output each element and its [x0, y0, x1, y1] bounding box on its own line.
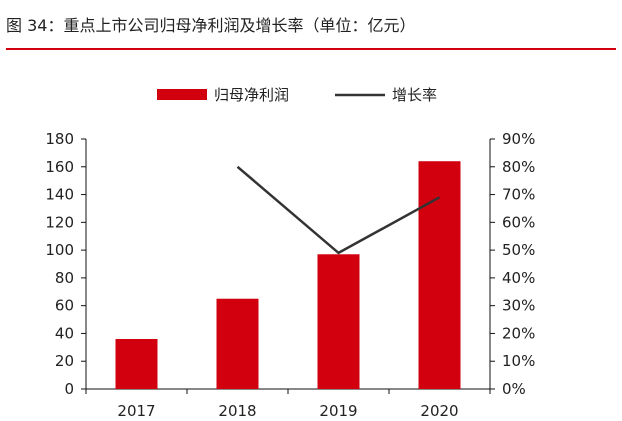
legend-bar-label: 归母净利润 [214, 86, 289, 104]
y-right-tick-label: 60% [502, 213, 535, 231]
y-left-tick-label: 160 [45, 158, 74, 176]
y-left-tick-label: 140 [45, 186, 74, 204]
y-right-tick-label: 10% [502, 352, 535, 370]
bar [317, 254, 360, 389]
y-left-tick-label: 40 [55, 324, 74, 342]
x-tick-label: 2019 [319, 402, 357, 420]
y-left-tick-label: 80 [55, 269, 74, 287]
y-right-tick-label: 40% [502, 269, 535, 287]
y-left-tick-label: 100 [45, 241, 74, 259]
y-left-tick-label: 120 [45, 213, 74, 231]
y-right-tick-label: 70% [502, 186, 535, 204]
y-left-tick-label: 20 [55, 352, 74, 370]
y-right-tick-label: 80% [502, 158, 535, 176]
y-right-tick-label: 20% [502, 324, 535, 342]
y-right-tick-label: 90% [502, 130, 535, 148]
bar [115, 339, 158, 389]
y-left-tick-label: 180 [45, 130, 74, 148]
growth-rate-line [236, 165, 441, 255]
chart-title: 图 34：重点上市公司归母净利润及增长率（单位：亿元） [6, 16, 416, 35]
y-right-tick-label: 50% [502, 241, 535, 259]
x-tick-label: 2018 [218, 402, 256, 420]
legend-line-label: 增长率 [392, 86, 437, 104]
legend-bar-swatch [157, 89, 207, 100]
bar [216, 298, 259, 389]
title-divider [6, 48, 616, 50]
y-left-tick-label: 60 [55, 297, 74, 315]
x-tick-label: 2017 [117, 402, 155, 420]
y-left-tick-label: 0 [64, 380, 74, 398]
x-tick-label: 2020 [420, 402, 458, 420]
y-right-tick-label: 0% [502, 380, 526, 398]
bar [418, 161, 461, 389]
y-right-tick-label: 30% [502, 297, 535, 315]
